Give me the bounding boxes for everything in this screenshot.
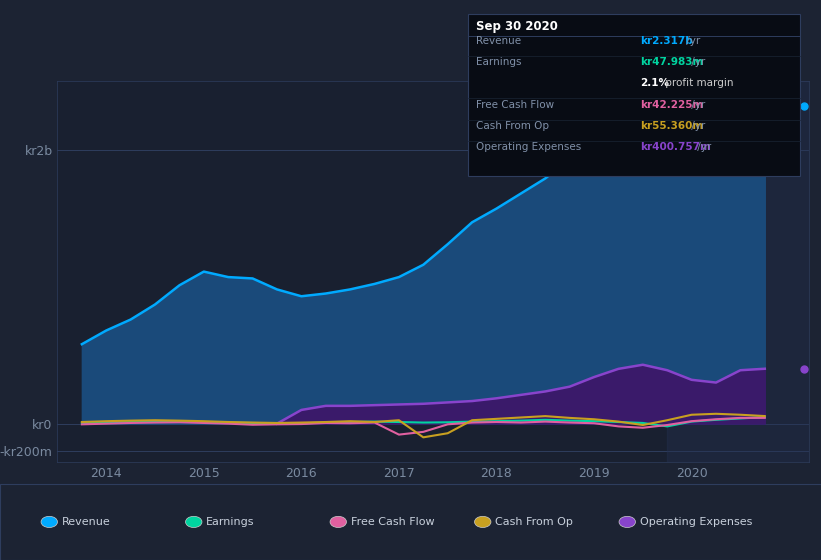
Text: kr2.317b: kr2.317b bbox=[640, 36, 693, 46]
Text: /yr: /yr bbox=[688, 57, 706, 67]
Text: Revenue: Revenue bbox=[62, 517, 110, 527]
Text: Sep 30 2020: Sep 30 2020 bbox=[476, 20, 558, 33]
Text: Revenue: Revenue bbox=[476, 36, 521, 46]
Bar bbox=[667, 81, 809, 462]
Text: kr400.757m: kr400.757m bbox=[640, 142, 711, 152]
Text: Earnings: Earnings bbox=[206, 517, 255, 527]
Text: Free Cash Flow: Free Cash Flow bbox=[476, 100, 554, 110]
Text: Operating Expenses: Operating Expenses bbox=[640, 517, 752, 527]
Text: Cash From Op: Cash From Op bbox=[495, 517, 573, 527]
Text: /yr: /yr bbox=[688, 100, 706, 110]
Text: Free Cash Flow: Free Cash Flow bbox=[351, 517, 434, 527]
Text: Earnings: Earnings bbox=[476, 57, 521, 67]
Text: Operating Expenses: Operating Expenses bbox=[476, 142, 581, 152]
Text: profit margin: profit margin bbox=[662, 78, 733, 88]
Text: kr42.225m: kr42.225m bbox=[640, 100, 704, 110]
Text: /yr: /yr bbox=[688, 121, 706, 131]
Text: kr47.983m: kr47.983m bbox=[640, 57, 704, 67]
Text: Cash From Op: Cash From Op bbox=[476, 121, 549, 131]
Text: /yr: /yr bbox=[683, 36, 700, 46]
Text: 2.1%: 2.1% bbox=[640, 78, 669, 88]
Text: /yr: /yr bbox=[694, 142, 711, 152]
Text: kr55.360m: kr55.360m bbox=[640, 121, 704, 131]
